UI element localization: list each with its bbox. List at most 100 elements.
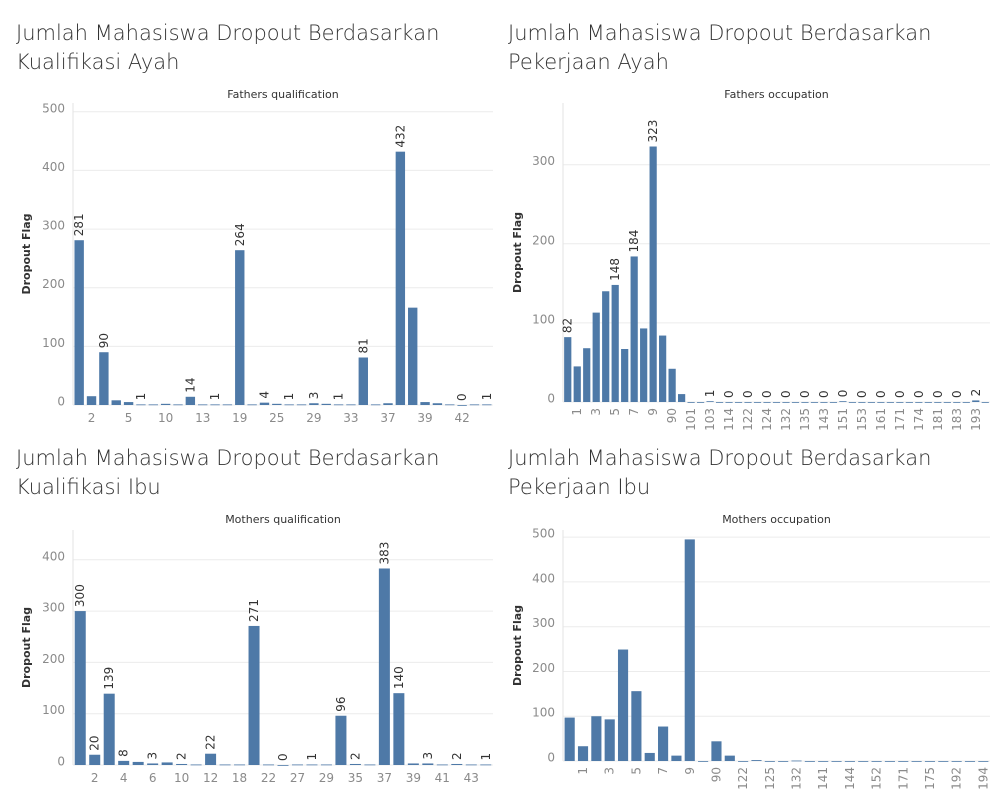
data-label: 20 (88, 735, 102, 750)
bar (333, 404, 344, 406)
bar (804, 761, 815, 762)
bar (896, 402, 904, 403)
bar (577, 746, 589, 761)
data-label: 0 (836, 390, 850, 398)
data-label: 0 (912, 390, 926, 398)
bar (604, 719, 615, 761)
bar (235, 250, 245, 405)
x-tick-label: 132 (790, 767, 804, 790)
x-tick-label: 90 (709, 767, 723, 782)
bar (263, 764, 275, 766)
y-tick-label: 300 (532, 154, 555, 168)
bar (222, 404, 233, 406)
bar (820, 402, 828, 403)
data-label: 0 (760, 390, 774, 398)
dashboard-heading: Jumlah Mahasiswa Dropout Berdasarkan Pek… (508, 446, 932, 499)
data-label: 0 (798, 390, 812, 398)
x-tick-label: 5 (125, 411, 133, 425)
x-tick-label: 9 (646, 408, 660, 416)
bar (335, 715, 347, 765)
bar (962, 402, 970, 403)
bar (602, 291, 610, 402)
bar (953, 402, 961, 403)
x-tick-label: 132 (779, 408, 793, 431)
y-tick-label: 400 (42, 160, 65, 174)
x-tick-label: 10 (158, 411, 173, 425)
bar (465, 764, 477, 766)
y-tick-label: 400 (42, 549, 65, 563)
data-label: 1 (208, 393, 222, 401)
data-label: 300 (73, 584, 87, 607)
x-tick-label: 41 (435, 771, 450, 785)
bar (934, 402, 942, 403)
bar (573, 366, 581, 402)
bar (621, 349, 629, 402)
x-tick-label: 1 (576, 767, 590, 775)
bar (451, 763, 463, 765)
x-tick-label: 39 (406, 771, 421, 785)
data-label: 383 (377, 542, 391, 565)
data-label: 281 (72, 213, 86, 236)
data-label: 0 (741, 390, 755, 398)
data-label: 81 (356, 338, 370, 353)
bar (349, 763, 361, 765)
bar (99, 352, 109, 405)
data-label: 0 (855, 390, 869, 398)
data-label: 432 (393, 125, 407, 148)
data-label: 0 (931, 390, 945, 398)
bar (640, 328, 648, 402)
bar (886, 402, 894, 403)
x-tick-label: 1 (570, 408, 584, 416)
x-tick-label: 183 (950, 408, 964, 431)
y-tick-label: 200 (532, 233, 555, 247)
bar (898, 761, 909, 762)
x-tick-label: 7 (656, 767, 670, 775)
dashboard-heading: Jumlah Mahasiswa Dropout Berdasarkan Kua… (16, 446, 440, 499)
data-label: 140 (392, 666, 406, 689)
bar (658, 726, 669, 761)
x-tick-label: 192 (950, 767, 964, 790)
bar (915, 402, 923, 403)
y-axis-title: Dropout Flag (511, 605, 524, 686)
data-label: 0 (276, 753, 290, 761)
chart-title: Mothers occupation (722, 513, 831, 526)
data-label: 3 (421, 752, 435, 760)
y-tick-label: 0 (547, 751, 555, 765)
bar (778, 761, 789, 762)
data-label: 2 (969, 389, 983, 397)
bar (198, 404, 208, 406)
data-label: 82 (561, 318, 575, 333)
y-axis-title: Dropout Flag (20, 213, 33, 294)
x-tick-label: 153 (855, 408, 869, 431)
bar (320, 764, 332, 766)
x-tick-label: 161 (874, 408, 888, 431)
bar (839, 401, 847, 403)
data-label: 139 (102, 667, 116, 690)
x-tick-label: 174 (912, 408, 926, 431)
x-tick-label: 144 (843, 767, 857, 790)
data-label: 1 (332, 393, 346, 401)
data-label: 148 (608, 258, 622, 281)
bar (858, 402, 866, 403)
y-tick-label: 300 (532, 616, 555, 630)
y-tick-label: 200 (532, 661, 555, 675)
bar (291, 764, 303, 766)
x-tick-label: 193 (969, 408, 983, 431)
bar (148, 404, 158, 406)
y-tick-label: 0 (57, 755, 65, 769)
bar (136, 404, 146, 406)
data-label: 3 (307, 392, 321, 400)
x-tick-label: 43 (464, 771, 479, 785)
data-label: 0 (779, 390, 793, 398)
bar (436, 764, 448, 766)
bar (711, 741, 722, 761)
bar (296, 404, 307, 406)
x-tick-label: 103 (703, 408, 717, 431)
bar (432, 403, 443, 405)
bar (103, 693, 115, 765)
bar (631, 691, 642, 761)
x-tick-label: 5 (629, 767, 643, 775)
x-tick-label: 29 (306, 411, 321, 425)
